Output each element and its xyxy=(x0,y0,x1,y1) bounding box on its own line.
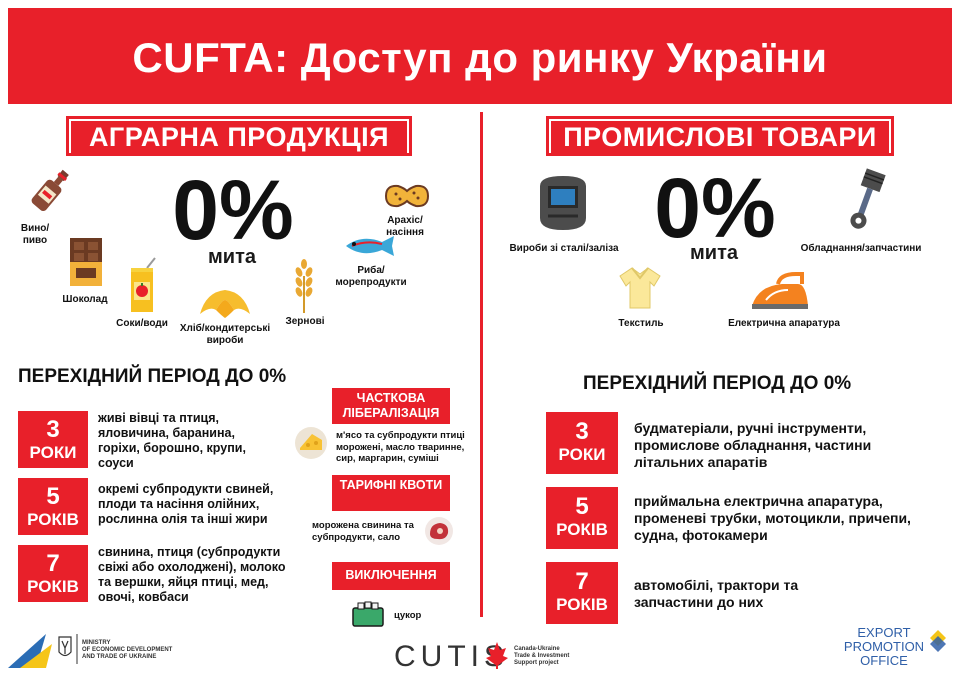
wine-bottle-icon xyxy=(31,169,69,212)
industry-transition-title: ПЕРЕХІДНИЙ ПЕРІОД ДО 0% xyxy=(583,373,852,394)
exceptions-tag: ВИКЛЮЧЕННЯ xyxy=(332,562,450,590)
electrical-label: Електрична апаратура xyxy=(728,318,840,329)
meat-icon xyxy=(425,517,453,545)
equipment-label: Обладнання/запчастини xyxy=(800,243,922,254)
industry-period-5-badge: 5 РОКІВ xyxy=(546,487,618,549)
epo-emblem-icon xyxy=(930,630,946,652)
industry-section-title: ПРОМИСЛОВІ ТОВАРИ xyxy=(546,116,894,156)
welding-mask-icon xyxy=(540,176,586,230)
chocolate-label: Шоколад xyxy=(62,294,108,305)
cutis-logo-text: CUTIS xyxy=(394,640,509,673)
industry-duty-label: мита xyxy=(689,242,738,264)
agri-period-7-badge: 7 РОКІВ xyxy=(18,545,88,602)
sugar-icon xyxy=(352,601,384,627)
juice-label: Соки/води xyxy=(116,318,168,329)
partial-liberalization-text: м'ясо та субпродукти птиці морожені, мас… xyxy=(336,430,465,464)
footer-divider xyxy=(76,634,78,664)
export-promotion-office-logo: EXPORT PROMOTION OFFICE xyxy=(843,625,925,668)
agri-period-7-text: свинина, птиця (субпродукти свіжі або ох… xyxy=(98,545,286,604)
partial-liberalization-tag: ЧАСТКОВА ЛІБЕРАЛІЗАЦІЯ xyxy=(332,388,450,424)
steel-label: Вироби зі сталі/заліза xyxy=(509,243,619,254)
piston-icon xyxy=(850,168,886,229)
cheese-icon xyxy=(295,427,327,459)
ministry-text: MINISTRY OF ECONOMIC DEVELOPMENT AND TRA… xyxy=(82,640,173,660)
agri-period-5-badge: 5 РОКІВ xyxy=(18,478,88,535)
fish-label: Риба/морепродукти xyxy=(335,265,407,288)
tariff-quotas-text: морожена свинина та субпродукти, сало xyxy=(312,520,414,543)
agri-duty-label: мита xyxy=(207,246,256,268)
exceptions-text: цукор xyxy=(394,610,422,621)
agri-period-3-badge: 3 РОКИ xyxy=(18,411,88,468)
bread-label: Хліб/кондитерські вироби xyxy=(179,323,271,346)
chocolate-icon xyxy=(70,238,102,286)
iron-icon xyxy=(752,272,808,309)
industry-zero-percent: 0% xyxy=(654,161,776,255)
agri-period-3-text: живі вівці та птиця, яловичина, баранина… xyxy=(98,411,246,470)
wine-label: Вино/пиво xyxy=(20,223,50,246)
industry-period-5-text: приймальна електрична апаратура, промене… xyxy=(634,493,911,543)
peanut-icon xyxy=(384,184,430,208)
coat-of-arms-icon xyxy=(58,636,72,657)
header-banner: CUFTA: Доступ до ринку України xyxy=(8,8,952,104)
cutis-subtitle: Canada-Ukraine Trade & Investment Suppor… xyxy=(514,646,570,666)
wheat-icon xyxy=(295,259,313,313)
industry-period-3-text: будматеріали, ручні інструменти, промисл… xyxy=(634,420,872,470)
grain-label: Зернові xyxy=(285,316,325,327)
peanut-label: Арахіс/насіння xyxy=(386,215,424,238)
textile-label: Текстиль xyxy=(618,318,664,329)
juice-box-icon xyxy=(131,257,156,312)
ministry-logo-icon xyxy=(8,634,52,668)
industry-period-7-badge: 7 РОКІВ xyxy=(546,562,618,624)
industry-period-7-text: автомобілі, трактори та запчастини до ни… xyxy=(634,577,799,610)
croissant-icon xyxy=(200,290,250,318)
agri-transition-title: ПЕРЕХІДНИЙ ПЕРІОД ДО 0% xyxy=(18,366,287,387)
agri-zero-percent: 0% xyxy=(172,163,294,257)
center-divider xyxy=(480,112,483,617)
industry-period-3-badge: 3 РОКИ xyxy=(546,412,618,474)
maple-leaf-icon xyxy=(486,642,508,669)
tariff-quotas-tag: ТАРИФНІ КВОТИ xyxy=(332,475,450,511)
fish-icon xyxy=(346,236,394,256)
agri-section-title: АГРАРНА ПРОДУКЦІЯ xyxy=(66,116,412,156)
page-title: CUFTA: Доступ до ринку України xyxy=(132,34,828,81)
shirt-icon xyxy=(619,267,661,309)
agri-period-5-text: окремі субпродукти свиней, плоди та насі… xyxy=(98,482,274,526)
